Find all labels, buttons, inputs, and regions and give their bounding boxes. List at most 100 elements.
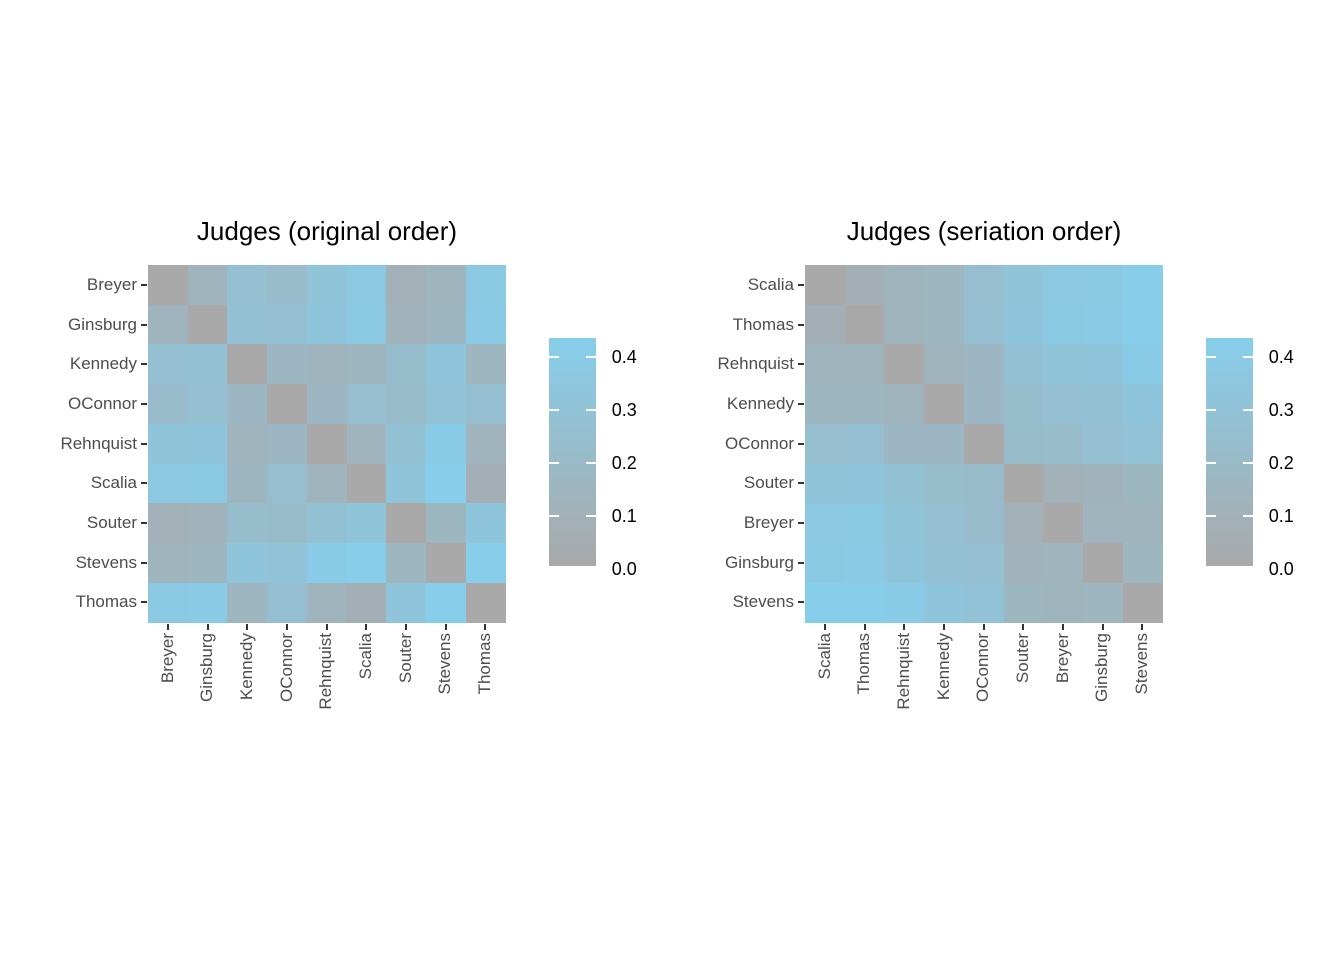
col-label-text: Stevens	[1132, 633, 1152, 695]
row-label: Ginsburg	[68, 314, 137, 334]
heatmap-cell	[306, 542, 348, 584]
y-axis-tick	[797, 601, 804, 604]
heatmap-cell	[963, 463, 1005, 504]
row-label: OConnor	[725, 433, 794, 453]
heatmap-cell	[1082, 582, 1124, 623]
heatmap-cell	[805, 344, 846, 385]
legend-tick-label: 0.0	[1268, 559, 1294, 579]
heatmap-cell	[306, 304, 348, 345]
colorbar-tick-right	[585, 409, 596, 411]
col-label-text: OConnor	[276, 633, 296, 703]
heatmap-cell	[148, 265, 189, 306]
heatmap-cell	[844, 582, 885, 623]
heatmap-cell	[465, 304, 506, 345]
col-label: Ginsburg	[193, 633, 223, 753]
heatmap-cell	[844, 384, 885, 425]
row-label: Kennedy	[69, 354, 137, 374]
legend-tick-label: 0.4	[1268, 347, 1294, 367]
heatmap-cell	[1082, 384, 1124, 425]
heatmap-cell	[884, 503, 925, 544]
heatmap-cell	[1043, 542, 1084, 584]
colorbar-tick-right	[585, 462, 596, 464]
col-label-text: Stevens	[435, 633, 455, 695]
col-label-text: Scalia	[814, 633, 834, 680]
heatmap-cell	[1122, 503, 1163, 544]
heatmap-cell	[187, 463, 228, 504]
heatmap-cell	[924, 344, 965, 385]
heatmap-cell	[924, 265, 965, 306]
heatmap-cell	[884, 304, 925, 345]
colorbar	[1205, 338, 1253, 566]
heatmap-cell	[1122, 423, 1163, 465]
row-label: Rehnquist	[717, 354, 794, 374]
heatmap-cell	[465, 542, 506, 584]
col-label-text: Thomas	[475, 633, 495, 695]
heatmap-cell	[805, 463, 846, 504]
heatmap-cell	[227, 542, 268, 584]
heatmap-cell	[1043, 304, 1084, 345]
legend-tick-label: 0.1	[611, 506, 637, 526]
heatmap-cell	[148, 463, 189, 504]
heatmap-cell	[805, 542, 846, 584]
heatmap-cell	[306, 384, 348, 425]
col-label-text: Scalia	[356, 633, 375, 680]
col-label: Thomas	[850, 633, 880, 753]
y-axis-tick	[797, 283, 804, 286]
row-label: Thomas	[732, 314, 794, 334]
col-label-text: Breyer	[157, 633, 177, 684]
heatmap-cell	[267, 344, 308, 385]
heatmap-cell	[306, 582, 348, 623]
heatmap-cell	[844, 423, 885, 465]
heatmap-cell	[267, 423, 308, 465]
heatmap-cell	[465, 423, 506, 465]
left-panel-title: Judges (original order)	[196, 216, 458, 246]
heatmap-cell	[386, 304, 427, 345]
legend-tick-label: 0.2	[1268, 453, 1294, 473]
col-label-text: Kennedy	[933, 633, 953, 701]
colorbar-tick-left	[1205, 409, 1216, 411]
heatmap-cell	[465, 582, 506, 623]
x-axis-tick	[365, 623, 368, 630]
colorbar-tick-right	[1242, 462, 1253, 464]
heatmap-cell	[267, 265, 308, 306]
heatmap-cell	[306, 423, 348, 465]
heatmap-cell	[1082, 304, 1124, 345]
heatmap-cell	[148, 344, 189, 385]
heatmap-cell	[1043, 582, 1084, 623]
heatmap-cell	[844, 503, 885, 544]
col-label-text: Kennedy	[236, 633, 256, 701]
right-panel-title: Judges (seriation order)	[846, 216, 1122, 246]
y-axis-tick	[140, 561, 147, 564]
heatmap-cell	[465, 265, 506, 306]
col-label: OConnor	[272, 633, 302, 753]
heatmap-cell	[465, 344, 506, 385]
legend-tick-label: 0.2	[611, 453, 637, 473]
col-label: Kennedy	[929, 633, 959, 753]
heatmap-cell	[1122, 265, 1163, 306]
heatmap-cell	[884, 344, 925, 385]
heatmap-cell	[1043, 503, 1084, 544]
col-label: Scalia	[351, 633, 381, 753]
col-label: Scalia	[810, 633, 840, 753]
heatmap-cell	[386, 265, 427, 306]
col-label: OConnor	[969, 633, 999, 753]
heatmap-cell	[844, 304, 885, 345]
heatmap-cell	[1082, 463, 1124, 504]
col-label: Rehnquist	[312, 633, 342, 753]
heatmap-cell	[1003, 463, 1044, 504]
y-axis-tick	[140, 323, 147, 326]
col-label: Thomas	[470, 633, 500, 753]
y-axis-tick	[140, 283, 147, 286]
legend-tick-label: 0.1	[1268, 506, 1294, 526]
colorbar-tick-left	[548, 409, 559, 411]
heatmap-cell	[346, 582, 387, 623]
heatmap-cell	[148, 384, 189, 425]
x-axis-tick	[903, 623, 906, 630]
heatmap-cell	[963, 384, 1005, 425]
heatmap-cell	[346, 423, 387, 465]
col-label: Souter	[1008, 633, 1038, 753]
x-axis-tick	[444, 623, 447, 630]
heatmap-cell	[884, 423, 925, 465]
col-label-text: Thomas	[854, 633, 874, 695]
heatmap-cell	[187, 503, 228, 544]
